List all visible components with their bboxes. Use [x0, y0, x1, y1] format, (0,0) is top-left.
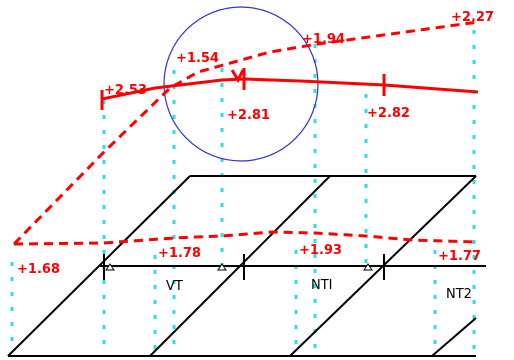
- check-mark: [230, 69, 245, 84]
- elevation-label: +1.77: [438, 249, 481, 264]
- grid-diagonal: [7, 175, 191, 357]
- elevation-label: +2.53: [104, 83, 147, 98]
- solid-elevation-line: [100, 68, 479, 110]
- zone-labels: VT NTI NT2: [166, 278, 472, 302]
- dashed-elevation-line: [12, 20, 479, 246]
- elevation-label: +1.68: [17, 262, 60, 277]
- zone-label-nt2: NT2: [446, 287, 472, 302]
- dashed-elevation-line: [13, 230, 477, 246]
- elevation-label: +1.78: [158, 246, 201, 261]
- marker-triangle: [105, 263, 115, 271]
- elevation-label: +1.54: [176, 51, 219, 66]
- elevation-label: +2.81: [227, 108, 270, 123]
- elevation-label: +2.27: [451, 10, 494, 25]
- grid-diagonal: [149, 175, 331, 357]
- elevation-labels: +2.27 +1.94 +1.54 +2.53 +2.81 +2.82 +1.6…: [17, 10, 494, 277]
- elevation-label: +1.94: [302, 32, 345, 47]
- marker-triangle: [217, 263, 227, 271]
- zone-label-nti: NTI: [311, 278, 333, 293]
- zone-label-vt: VT: [166, 279, 183, 294]
- zone-grid: [7, 175, 486, 357]
- elevation-label: +2.82: [367, 106, 410, 121]
- elevation-label: +1.93: [299, 243, 342, 258]
- marker-triangle: [363, 263, 373, 271]
- detail-circle: [163, 6, 319, 162]
- grid-diagonal: [431, 317, 477, 357]
